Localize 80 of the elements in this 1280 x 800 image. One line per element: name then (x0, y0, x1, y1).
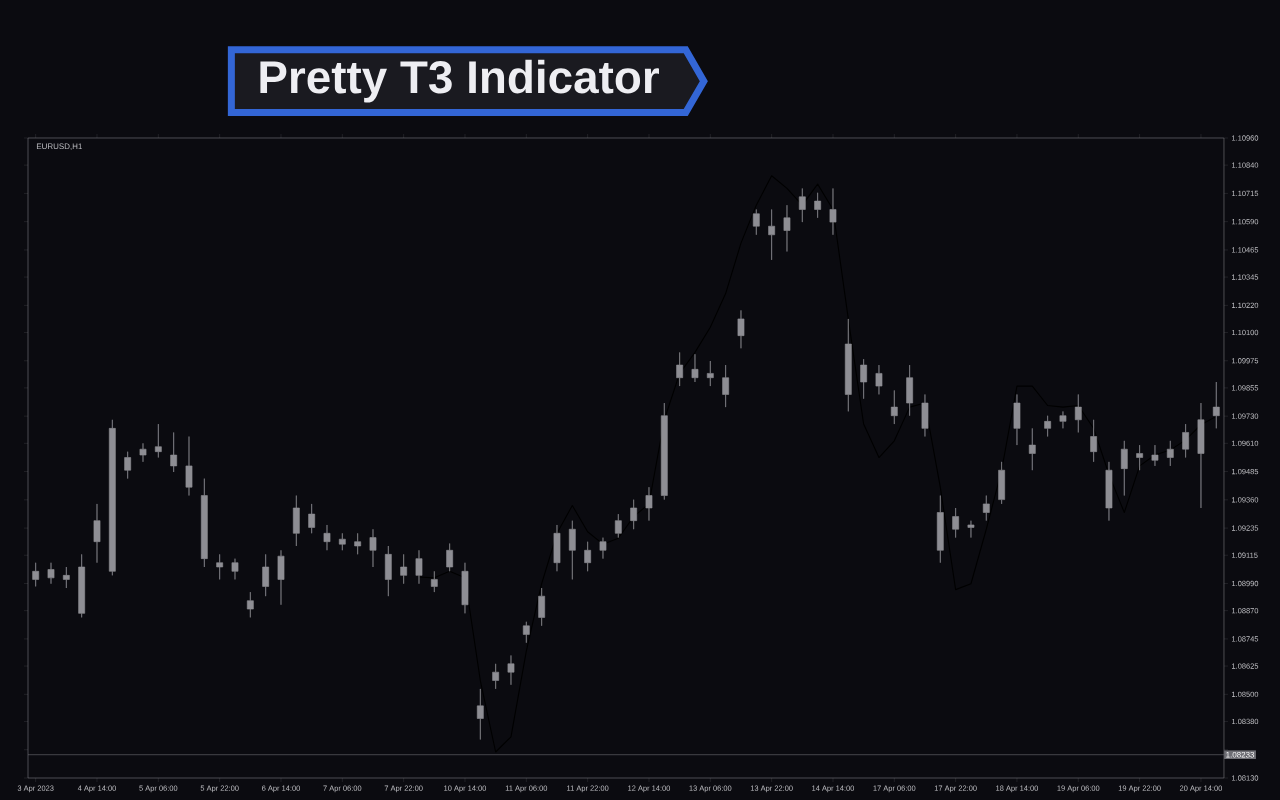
candlestick (645, 486, 653, 521)
candlestick (78, 554, 86, 618)
candlestick (277, 549, 285, 606)
candlestick (262, 554, 270, 597)
candlestick (1105, 461, 1113, 521)
candlestick (660, 402, 668, 500)
candlestick (47, 562, 55, 585)
candlestick (1120, 440, 1128, 496)
candlestick (1136, 444, 1143, 471)
candlestick (768, 209, 775, 261)
candlestick (400, 554, 408, 585)
candlestick (446, 543, 454, 572)
candlestick (599, 537, 607, 559)
candlestick (1059, 411, 1067, 429)
candlestick (982, 495, 990, 521)
candlestick (354, 533, 362, 555)
candlestick (292, 495, 300, 547)
candlestick (369, 528, 377, 568)
candlestick (752, 209, 760, 236)
candlestick (737, 310, 745, 349)
candlestick (170, 432, 178, 473)
candlestick (553, 524, 561, 572)
candlestick (323, 524, 331, 551)
candlestick (1028, 428, 1036, 471)
candlestick (890, 390, 898, 425)
candlestick (476, 688, 484, 740)
candlestick (124, 451, 132, 479)
candlestick (614, 513, 622, 538)
candlestick (783, 204, 791, 252)
candlestick (1151, 444, 1159, 467)
candlestick (630, 499, 638, 530)
chart-title: Pretty T3 Indicator (260, 59, 659, 103)
candlestick (691, 353, 699, 383)
candlestick (568, 520, 576, 580)
candlestick (844, 318, 852, 412)
candlestick (1166, 440, 1174, 467)
candlestick (1013, 394, 1021, 446)
candlestick (829, 188, 837, 236)
candlestick (32, 562, 40, 587)
candlestick (538, 587, 546, 627)
candlestick (522, 621, 530, 644)
candlestick (93, 503, 101, 563)
candlestick (676, 352, 684, 387)
candlestick (1212, 381, 1220, 429)
candlestick (185, 436, 193, 496)
candlestick (461, 562, 469, 614)
candlestick (952, 507, 959, 538)
candlestick (507, 655, 515, 686)
candlestick (216, 554, 224, 580)
candlestick (998, 461, 1005, 505)
candlestick (722, 364, 730, 408)
candlestick (967, 520, 975, 538)
candlestick (430, 571, 438, 593)
candlestick (62, 566, 70, 589)
candlestick (492, 663, 500, 690)
candlestick (798, 188, 806, 223)
candlestick (1182, 423, 1189, 458)
candlestick (308, 503, 316, 534)
candlestick (936, 495, 944, 563)
candlestick (154, 423, 162, 458)
candlestick (706, 360, 714, 387)
candlestick (139, 443, 147, 463)
candlestick (860, 358, 867, 400)
candlestick (875, 364, 883, 395)
candlestick (906, 364, 913, 417)
candlestick (1197, 402, 1205, 509)
candlestick (584, 541, 592, 572)
candlestick (338, 533, 346, 551)
candlestick (1044, 415, 1051, 437)
candlestick (1090, 419, 1097, 463)
candlestick (415, 549, 423, 585)
candlestick (108, 419, 116, 576)
candlestick (814, 192, 821, 219)
candlestick (231, 558, 239, 580)
candlestick (246, 591, 254, 618)
candlestick (200, 478, 208, 568)
line-series (418, 175, 1217, 753)
candlestick (1074, 394, 1082, 433)
candlestick (921, 394, 929, 437)
candlestick (384, 545, 392, 597)
